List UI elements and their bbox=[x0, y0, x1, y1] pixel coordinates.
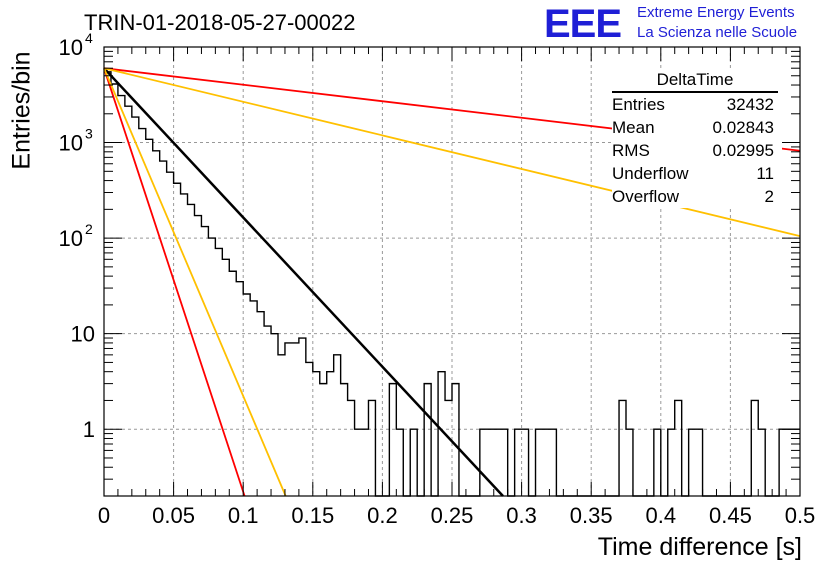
stats-label: Entries bbox=[612, 95, 665, 114]
stats-value: 11 bbox=[756, 164, 774, 183]
x-tick-label: 0.5 bbox=[785, 503, 816, 528]
x-tick-label: 0 bbox=[98, 503, 110, 528]
stats-box: DeltaTime Entries 32432 Mean 0.02843 RMS 0.02… bbox=[612, 70, 782, 208]
chart-title: TRIN-01-2018-05-27-00022 bbox=[84, 10, 356, 35]
y-tick-label: 10 bbox=[71, 322, 95, 347]
stats-rows: Entries 32432 Mean 0.02843 RMS 0.02995 Underfl… bbox=[612, 93, 782, 208]
y-tick-label: 10 bbox=[59, 226, 83, 251]
x-axis-label: Time difference [s] bbox=[597, 533, 802, 561]
stats-value: 2 bbox=[764, 187, 774, 206]
y-tick-label: 10 bbox=[59, 131, 83, 156]
logo-text-line1: Extreme Energy Events bbox=[637, 4, 795, 21]
stats-row: Underflow 11 bbox=[612, 162, 782, 185]
x-axis: 0 0.05 0.1 0.15 0.2 0.25 0.3 0.35 0.4 0.45 0.5 bbox=[98, 47, 815, 528]
x-tick-label: 0.1 bbox=[228, 503, 259, 528]
y-tick-exponent: 2 bbox=[85, 221, 93, 237]
stats-label: RMS bbox=[612, 141, 650, 160]
x-tick-label: 0.3 bbox=[506, 503, 537, 528]
x-tick-label: 0.45 bbox=[709, 503, 752, 528]
x-tick-label: 0.2 bbox=[367, 503, 398, 528]
stats-row: Entries 32432 bbox=[612, 93, 782, 116]
fit-line bbox=[103, 67, 504, 497]
x-tick-label: 0.15 bbox=[291, 503, 334, 528]
x-tick-label: 0.4 bbox=[646, 503, 677, 528]
x-tick-label: 0.05 bbox=[152, 503, 195, 528]
stats-row: Mean 0.02843 bbox=[612, 116, 782, 139]
fit-line bbox=[103, 67, 801, 237]
stats-label: Overflow bbox=[612, 187, 680, 206]
grid-lines bbox=[104, 47, 800, 496]
stats-row: RMS 0.02995 bbox=[612, 139, 782, 162]
y-tick-exponent: 3 bbox=[85, 126, 93, 142]
y-tick-label: 10 bbox=[59, 35, 83, 60]
stats-row: Overflow 2 bbox=[612, 185, 782, 208]
fit-line bbox=[103, 67, 287, 497]
stats-value: 0.02843 bbox=[712, 118, 774, 137]
eee-logo: EEE bbox=[544, 2, 622, 46]
stats-title: DeltaTime bbox=[612, 70, 778, 93]
stats-value: 32432 bbox=[726, 95, 774, 114]
stats-label: Mean bbox=[612, 118, 655, 137]
stats-value: 0.02995 bbox=[712, 141, 774, 160]
y-axis-label: Entries/bin bbox=[7, 51, 36, 170]
x-tick-label: 0.35 bbox=[570, 503, 613, 528]
y-tick-exponent: 4 bbox=[85, 30, 93, 46]
stats-label: Underflow bbox=[612, 164, 689, 183]
fit-line bbox=[103, 67, 246, 497]
x-tick-label: 0.25 bbox=[431, 503, 474, 528]
y-tick-label: 1 bbox=[83, 417, 95, 442]
logo-text-line2: La Scienza nelle Scuole bbox=[637, 24, 798, 41]
